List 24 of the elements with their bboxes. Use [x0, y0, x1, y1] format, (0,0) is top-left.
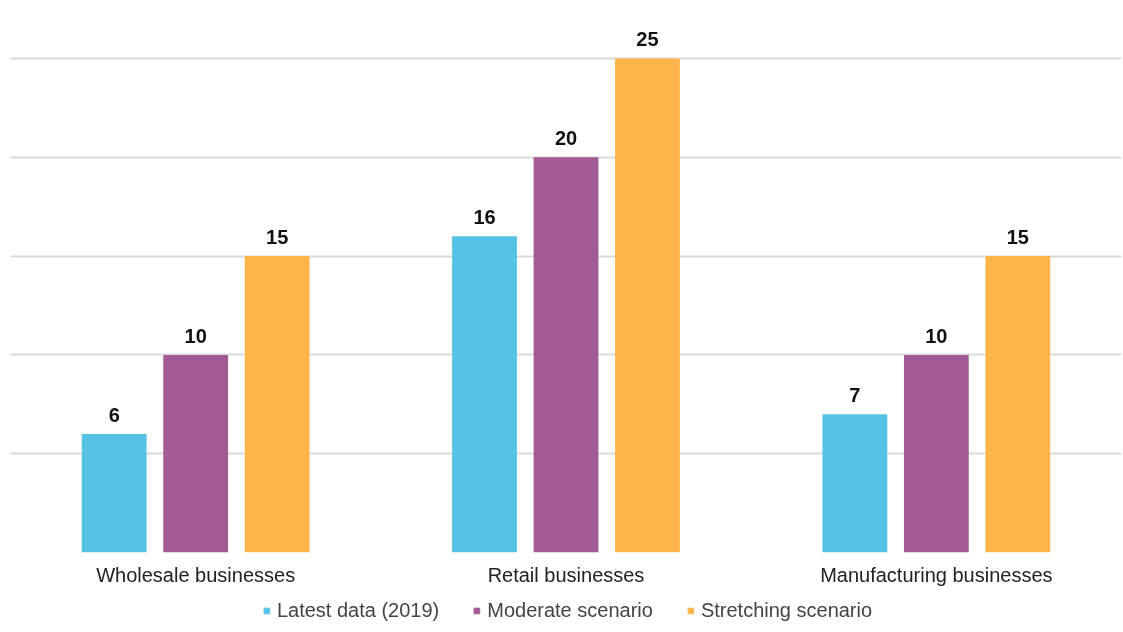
data-label: 6 — [108, 403, 120, 426]
data-label: 10 — [925, 324, 948, 347]
legend-label: Latest data (2019) — [276, 598, 440, 622]
data-label: 20 — [554, 127, 578, 150]
bar — [903, 354, 969, 553]
x-tick-label: Wholesale businesses — [96, 563, 296, 586]
data-label: 25 — [636, 28, 659, 51]
data-label: 15 — [1006, 226, 1029, 249]
data-label: 15 — [266, 226, 289, 249]
bar — [533, 157, 599, 553]
bar — [985, 256, 1051, 553]
bar — [81, 433, 147, 553]
bar — [615, 58, 680, 553]
legend-label: Moderate scenario — [487, 598, 653, 622]
legend-label: Stretching scenario — [700, 598, 873, 622]
data-label: 10 — [184, 324, 207, 347]
x-tick-label: Retail businesses — [487, 563, 645, 586]
data-label: 16 — [473, 206, 496, 229]
bar — [822, 414, 888, 553]
bar — [244, 256, 310, 553]
data-label: 7 — [849, 384, 861, 407]
x-tick-label: Manufacturing businesses — [820, 563, 1053, 586]
bar — [452, 236, 517, 553]
bar — [163, 354, 229, 553]
